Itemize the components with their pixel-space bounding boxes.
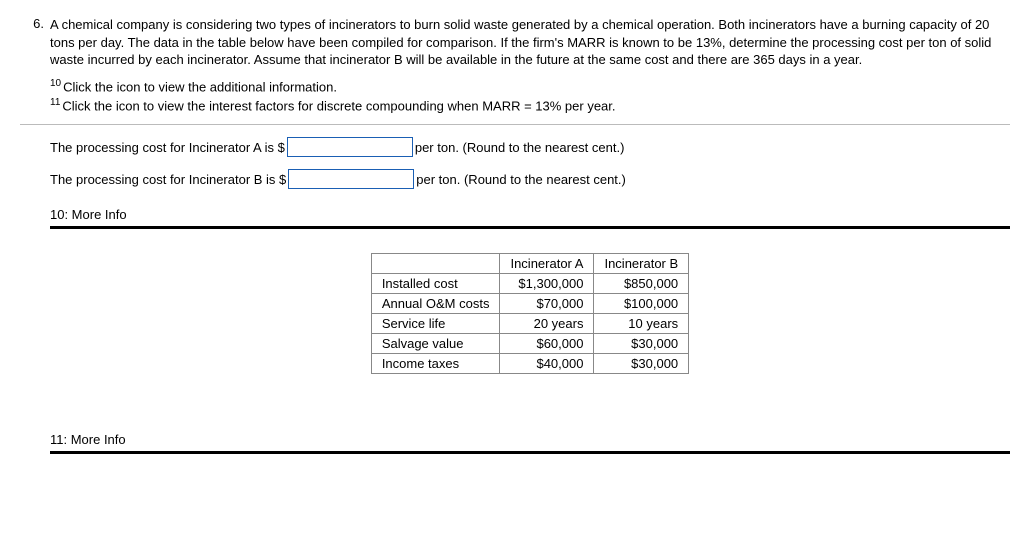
input-a-prefix: The processing cost for Incinerator A is… [50,140,285,155]
input-line-b: The processing cost for Incinerator B is… [50,169,1010,189]
row-label: Installed cost [371,274,500,294]
table-row: Installed cost $1,300,000 $850,000 [371,274,688,294]
row-val-b: $100,000 [594,294,689,314]
divider-line [20,124,1010,125]
row-val-a: $1,300,000 [500,274,594,294]
incinerator-b-cost-input[interactable] [288,169,414,189]
question-number: 6. [20,16,50,31]
table-header-a: Incinerator A [500,254,594,274]
row-label: Annual O&M costs [371,294,500,314]
row-label: Service life [371,314,500,334]
section-10-header: 10: More Info [50,207,1010,222]
section-11-header: 11: More Info [50,432,1010,447]
table-row: Income taxes $40,000 $30,000 [371,354,688,374]
row-label: Salvage value [371,334,500,354]
row-val-b: $30,000 [594,334,689,354]
footnotes: 10Click the icon to view the additional … [50,77,1010,115]
row-val-a: $60,000 [500,334,594,354]
table-row: Service life 20 years 10 years [371,314,688,334]
row-val-b: 10 years [594,314,689,334]
row-val-b: $850,000 [594,274,689,294]
input-b-suffix: per ton. (Round to the nearest cent.) [416,172,626,187]
table-header-row: Incinerator A Incinerator B [371,254,688,274]
footnote-10: 10Click the icon to view the additional … [50,77,1010,96]
table-header-b: Incinerator B [594,254,689,274]
incinerator-data-table: Incinerator A Incinerator B Installed co… [371,253,689,374]
section-10-rule [50,226,1010,229]
footnote-11: 11Click the icon to view the interest fa… [50,96,1010,115]
incinerator-a-cost-input[interactable] [287,137,413,157]
row-val-a: 20 years [500,314,594,334]
row-val-a: $40,000 [500,354,594,374]
section-11-rule [50,451,1010,454]
row-val-a: $70,000 [500,294,594,314]
table-row: Salvage value $60,000 $30,000 [371,334,688,354]
table-row: Annual O&M costs $70,000 $100,000 [371,294,688,314]
data-table-wrap: Incinerator A Incinerator B Installed co… [50,253,1010,374]
row-val-b: $30,000 [594,354,689,374]
question-block: 6. A chemical company is considering two… [20,16,1010,69]
row-label: Income taxes [371,354,500,374]
table-header-blank [371,254,500,274]
input-line-a: The processing cost for Incinerator A is… [50,137,1010,157]
question-text: A chemical company is considering two ty… [50,16,1010,69]
input-b-prefix: The processing cost for Incinerator B is… [50,172,286,187]
input-a-suffix: per ton. (Round to the nearest cent.) [415,140,625,155]
